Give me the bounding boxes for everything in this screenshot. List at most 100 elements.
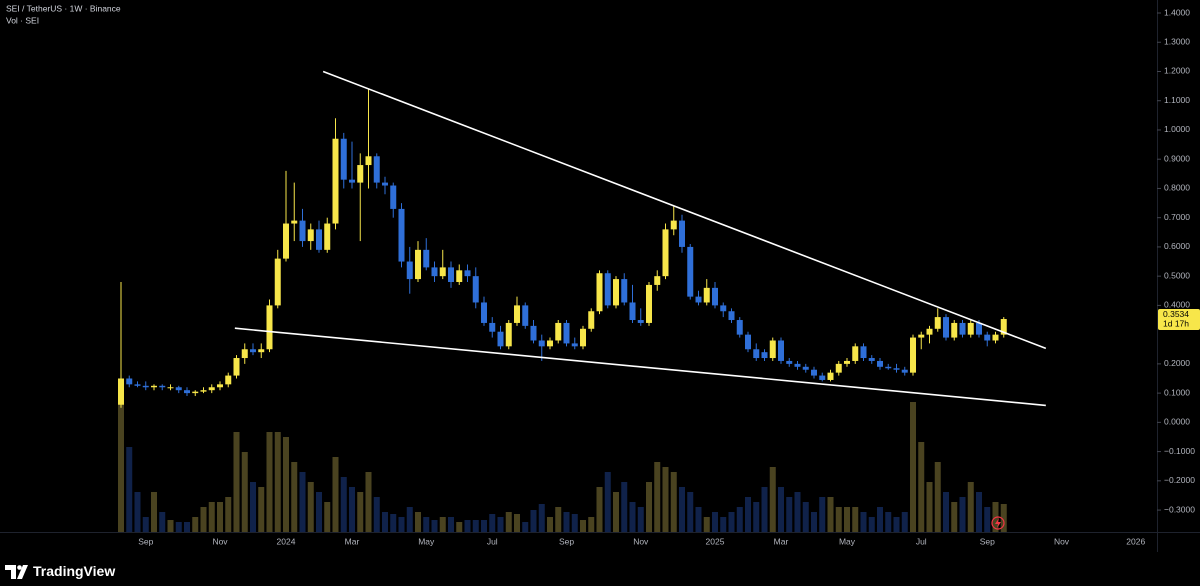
volume-bar <box>588 517 595 532</box>
volume-bar <box>497 517 504 532</box>
volume-bar <box>736 507 743 532</box>
event-icon[interactable] <box>991 516 1005 530</box>
candle-body <box>992 334 999 341</box>
volume-bar <box>217 502 223 532</box>
candle-body <box>679 220 685 247</box>
volume-bar <box>126 447 133 532</box>
candle-body <box>852 346 859 361</box>
candle-body <box>274 258 281 306</box>
candle-body <box>382 182 388 186</box>
volume-bar <box>918 442 925 532</box>
candle-body <box>118 378 124 405</box>
candle-body <box>225 375 232 385</box>
logo-part <box>17 565 22 570</box>
candle-body <box>637 320 644 323</box>
volume-bar <box>571 514 578 532</box>
candle-body <box>415 249 421 280</box>
candle-body <box>250 349 256 353</box>
candle-body <box>910 337 916 373</box>
y-tick-label: 0.1000 <box>1164 387 1190 397</box>
volume-bar <box>439 517 446 532</box>
volume-bar <box>563 512 570 532</box>
volume-bar <box>316 492 322 532</box>
candle-body <box>868 358 875 361</box>
candle-body <box>283 223 289 259</box>
volume-bar <box>637 507 644 532</box>
candle-body <box>670 220 677 230</box>
candle-body <box>951 322 958 338</box>
candle-body <box>241 349 248 359</box>
volume-bar <box>299 472 306 532</box>
candle-body <box>695 296 702 303</box>
candle-body <box>819 375 826 380</box>
volume-bar <box>580 520 586 532</box>
volume-bar <box>786 497 793 532</box>
volume-bar <box>522 522 529 532</box>
candle-body <box>489 322 496 332</box>
candle-body <box>481 302 487 323</box>
volume-bar <box>332 457 339 532</box>
candle-body <box>448 267 454 283</box>
candle-body <box>769 340 776 359</box>
volume-bar <box>415 512 421 532</box>
candle-body <box>316 229 322 250</box>
candle-body <box>555 322 562 341</box>
volume-bar <box>142 517 149 532</box>
volume-bar <box>596 487 603 532</box>
y-tick-label: 1.1000 <box>1164 95 1190 105</box>
volume-bar <box>613 492 619 532</box>
candle-body <box>654 276 661 285</box>
volume-bar <box>324 502 331 532</box>
volume-bar <box>629 502 636 532</box>
volume-bar <box>151 492 157 532</box>
volume-bar <box>373 497 380 532</box>
candle-body <box>827 372 834 380</box>
candle-body <box>596 273 603 312</box>
volume-bar <box>192 517 199 532</box>
candle-body <box>967 322 974 335</box>
volume-bar <box>778 487 784 532</box>
candle-body <box>134 384 141 386</box>
y-tick-label: 0.9000 <box>1164 153 1190 163</box>
volume-bar <box>976 492 982 532</box>
volume-bar <box>505 512 512 532</box>
volume-bar <box>118 405 124 532</box>
brand-logo <box>5 565 28 579</box>
volume-bar <box>555 507 562 532</box>
candle-body <box>340 138 347 180</box>
candle-body <box>167 387 174 389</box>
candle-body <box>1000 319 1007 335</box>
y-tick-label: 0.2000 <box>1164 358 1190 368</box>
volume-bar <box>159 512 166 532</box>
volume-bar <box>621 482 628 532</box>
event-icon-bolt <box>995 518 1001 528</box>
candle-body <box>324 223 331 250</box>
volume-bar <box>695 507 702 532</box>
volume-bar <box>307 482 314 532</box>
candle-body <box>390 185 397 209</box>
price-label: 0.3534 <box>1163 309 1189 319</box>
candle-body <box>786 360 793 364</box>
candle-body <box>373 156 380 183</box>
volume-bar <box>745 497 751 532</box>
volume-bar <box>835 507 842 532</box>
candle-body <box>621 279 628 303</box>
volume-bar <box>241 452 248 532</box>
candle-body <box>646 284 652 323</box>
volume-bar <box>134 492 141 532</box>
candle-body <box>266 305 273 350</box>
candle-body <box>720 305 727 312</box>
volume-bar <box>208 502 215 532</box>
candle-body <box>538 340 545 347</box>
volume-bar <box>472 520 479 532</box>
candle-body <box>184 390 190 394</box>
candle-body <box>464 270 471 277</box>
trendline <box>234 327 1046 407</box>
volume-bar <box>604 472 611 532</box>
y-tick-label: 0.4000 <box>1164 300 1190 310</box>
x-tick-label: Nov <box>1054 536 1070 546</box>
volume-bar <box>398 517 405 532</box>
footer <box>0 556 1200 586</box>
candle-body <box>233 358 240 376</box>
